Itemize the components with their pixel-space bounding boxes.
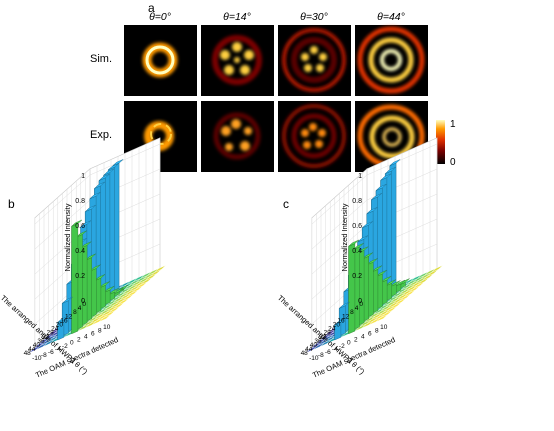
angle-tick-label: 32	[42, 334, 50, 341]
panel-label-a: a	[148, 1, 155, 15]
oam-tick-label: 0	[70, 340, 74, 347]
oam-tick-label: -10	[309, 355, 319, 362]
oam-tick-label: 6	[368, 330, 372, 337]
z-tick-label: 0.8	[75, 198, 85, 205]
bar-series-1-angle-48	[71, 219, 83, 335]
z-tick-label: 0.4	[75, 248, 85, 255]
angle-tick-label: 12	[342, 313, 350, 320]
panel-label-c: c	[283, 197, 289, 211]
exp-image-2	[278, 101, 351, 172]
angle-tick-label: 4	[78, 305, 82, 312]
sim-image-0	[124, 25, 197, 96]
column-title-0: θ=0°	[149, 11, 171, 23]
oam-tick-label: -4	[55, 346, 61, 353]
oam-tick-label: 2	[77, 337, 81, 344]
wall-grid-line	[34, 174, 91, 225]
angle-tick-label: 0	[359, 301, 363, 308]
colorbar: 1 0	[436, 119, 456, 168]
angle-tick-label: 12	[65, 313, 73, 320]
exp-image-1	[201, 101, 274, 172]
wall-grid-line	[89, 143, 161, 176]
z-tick-label: 0	[81, 298, 85, 305]
colorbar-min-label: 0	[450, 157, 456, 168]
angle-tick-label: 4	[355, 305, 359, 312]
oam-tick-label: 8	[98, 327, 102, 334]
angle-tick-label: 16	[337, 317, 345, 324]
panel-label-b: b	[8, 197, 15, 211]
angle-tick-label: 16	[60, 317, 68, 324]
z-tick-label: 0	[358, 298, 362, 305]
z-tick-label: 0.2	[75, 273, 85, 280]
z-tick-label: 0.2	[352, 273, 362, 280]
angle-tick-label: 36	[37, 338, 45, 345]
oam-tick-label: 0	[347, 340, 351, 347]
angle-tick-label: 28	[324, 330, 332, 337]
z-axis-label: Normalized Intensity	[63, 203, 72, 271]
oam-tick-label: -6	[48, 349, 54, 356]
chart-panel-c: 00.20.40.60.8104812162024283236404448-10…	[276, 137, 443, 380]
floor-tile	[375, 314, 388, 322]
sim-image-1	[201, 25, 274, 96]
bar-series-0-angle-48	[57, 315, 69, 341]
oam-tick-label: -2	[339, 343, 345, 350]
oam-tick-label: 10	[103, 324, 111, 331]
z-tick-label: 1	[81, 173, 85, 180]
bar-series-1-angle-48	[348, 239, 360, 335]
oam-tick-label: 6	[91, 330, 95, 337]
colorbar-max-label: 1	[450, 119, 456, 130]
column-title-3: θ=44°	[377, 11, 405, 23]
z-axis-label: Normalized Intensity	[340, 203, 349, 271]
angle-tick-label: 8	[350, 309, 354, 316]
sim-image-2	[278, 25, 351, 96]
row-label-sim: Sim.	[90, 53, 112, 65]
oam-tick-label: -10	[32, 355, 42, 362]
oam-tick-label: 8	[375, 327, 379, 334]
angle-tick-label: 44	[28, 346, 36, 353]
oam-tick-label: -4	[332, 346, 338, 353]
angle-tick-label: 32	[319, 334, 327, 341]
angle-tick-label: 40	[310, 342, 318, 349]
floor-tile	[98, 314, 111, 322]
oam-tick-label: -6	[325, 349, 331, 356]
wall-grid-line	[311, 224, 368, 275]
oam-tick-label: -2	[62, 343, 68, 350]
angle-tick-label: 24	[328, 326, 336, 333]
angle-tick-label: 0	[82, 301, 86, 308]
wall-grid-line	[366, 143, 438, 176]
chart-panel-b: 00.20.40.60.8104812162024283236404448-10…	[0, 137, 166, 380]
angle-tick-label: 20	[333, 322, 341, 329]
wall-grid-line	[311, 199, 368, 250]
wall-grid-line	[34, 199, 91, 250]
sim-image-3	[355, 25, 428, 96]
angle-tick-label: 20	[56, 322, 64, 329]
angle-tick-label: 48	[24, 350, 32, 357]
oam-tick-label: -8	[318, 352, 324, 359]
z-tick-label: 0.8	[352, 198, 362, 205]
z-tick-label: 0.6	[352, 223, 362, 230]
angle-tick-label: 40	[33, 342, 41, 349]
bar-series-0-angle-48	[334, 318, 346, 341]
angle-tick-label: 24	[51, 326, 59, 333]
angle-tick-label: 36	[314, 338, 322, 345]
column-title-1: θ=14°	[223, 11, 251, 23]
row-label-exp: Exp.	[90, 129, 112, 141]
oam-tick-label: 4	[84, 334, 88, 341]
column-title-2: θ=30°	[300, 11, 328, 23]
z-tick-label: 1	[358, 173, 362, 180]
angle-tick-label: 8	[73, 309, 77, 316]
z-tick-label: 0.4	[352, 248, 362, 255]
angle-tick-label: 44	[305, 346, 313, 353]
oam-tick-label: 4	[361, 334, 365, 341]
wall-grid-line	[311, 174, 368, 225]
z-tick-label: 0.6	[75, 223, 85, 230]
oam-tick-label: -8	[41, 352, 47, 359]
oam-tick-label: 2	[354, 337, 358, 344]
angle-tick-label: 28	[47, 330, 55, 337]
panel-a: a θ=0° θ=14° θ=30° θ=44° Sim. Exp.	[90, 1, 456, 172]
oam-tick-label: 10	[380, 324, 388, 331]
angle-tick-label: 48	[301, 350, 309, 357]
